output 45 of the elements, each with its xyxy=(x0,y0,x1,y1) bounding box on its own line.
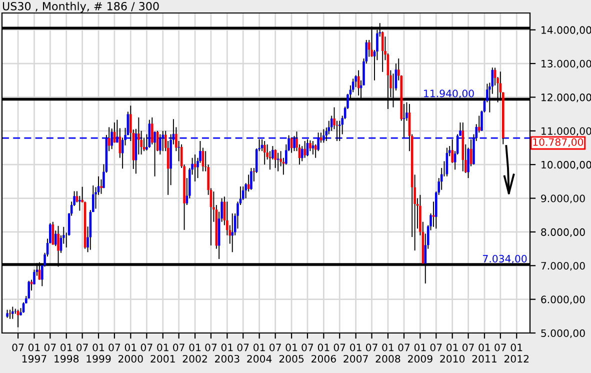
x-tick-label: 07 xyxy=(108,344,120,352)
ref-line-label: 11.940,00 xyxy=(424,90,474,98)
y-tick-label: 7.000,00 xyxy=(541,262,585,271)
y-tick-label: 10.000,00 xyxy=(542,160,591,170)
candlestick xyxy=(314,144,317,158)
x-tick-label: 07 xyxy=(173,344,184,352)
candlestick xyxy=(231,212,234,253)
ref-line-label: 7.034,00 xyxy=(483,254,527,264)
x-tick-label: 07 xyxy=(334,344,346,352)
x-tick-label: 07 xyxy=(140,344,152,352)
candlestick xyxy=(78,195,81,212)
candlestick xyxy=(274,148,276,168)
candlestick xyxy=(154,131,156,177)
x-tick-label: 07 xyxy=(76,344,88,352)
y-tick-label: 13.000,00 xyxy=(542,60,591,69)
candlestick xyxy=(304,140,306,158)
x-tick-label: 07 xyxy=(270,344,281,352)
candlestick xyxy=(194,154,196,182)
y-tick-label: 9.000,00 xyxy=(541,194,585,204)
y-tick-label: 6.000,00 xyxy=(541,296,585,304)
x-tick-label: 07 xyxy=(462,344,474,352)
candlestick xyxy=(8,309,12,320)
candlestick xyxy=(54,230,57,247)
candlestick xyxy=(276,152,280,172)
y-tick-label: 12.000,00 xyxy=(542,94,591,102)
candlestick xyxy=(100,178,102,194)
candlestick xyxy=(12,306,14,320)
candlestick xyxy=(28,280,30,300)
x-tick-label: 07 xyxy=(398,344,410,352)
x-tick-label: 07 xyxy=(366,344,378,352)
candlestick xyxy=(309,140,312,152)
y-tick-label: 11.000,00 xyxy=(542,127,591,136)
x-tick-label: 07 xyxy=(430,344,442,352)
ref-line-label: 10.787,00 xyxy=(533,138,584,147)
y-tick-label: 5.000,00 xyxy=(541,329,585,338)
x-tick-label: 07 xyxy=(44,344,56,352)
chart-title: US30 , Monthly, # 186 / 300 xyxy=(2,2,159,13)
y-tick-label: 14.000,00 xyxy=(542,26,591,35)
x-tick-label: 07 xyxy=(205,344,217,352)
x-tick-label: 07 xyxy=(302,344,314,352)
candlestick xyxy=(250,167,252,190)
x-tick-label: 07 xyxy=(12,344,24,352)
x-tick-label: 07 xyxy=(494,344,506,352)
x-tick-label: 07 xyxy=(237,344,249,352)
y-tick-label: 8.000,00 xyxy=(541,228,585,237)
